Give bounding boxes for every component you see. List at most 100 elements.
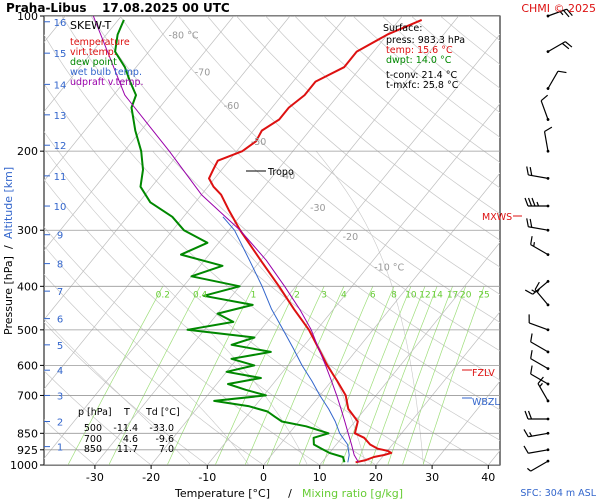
mixing-ratio-label: 12 bbox=[419, 290, 430, 300]
wind-barb-tick bbox=[534, 281, 540, 290]
wind-barb-staff bbox=[530, 341, 549, 353]
altitude-label: 16 bbox=[54, 18, 67, 29]
legend-item-0: temperature bbox=[70, 37, 130, 48]
x-axis-label-mixing: Mixing ratio [g/kg] bbox=[302, 487, 403, 500]
dry-adiabat bbox=[61, 16, 500, 411]
x-tick-label: 10 bbox=[313, 471, 327, 484]
wind-barb-half bbox=[531, 289, 536, 293]
wind-barb bbox=[530, 236, 550, 257]
wind-barb-base bbox=[546, 87, 550, 90]
moist-adiabat bbox=[44, 245, 250, 465]
wind-barb-tick bbox=[561, 42, 570, 50]
x-axis-title: Temperature [°C] / Mixing ratio [g/kg] bbox=[174, 487, 403, 500]
surface-dwpt: dwpt: 14.0 °C bbox=[386, 55, 452, 66]
moist-adiabat bbox=[315, 151, 424, 465]
wind-barb-base bbox=[546, 253, 550, 257]
table-row-2-td: 7.0 bbox=[159, 444, 174, 455]
mixing-ratio-line bbox=[67, 286, 164, 465]
isotherm bbox=[44, 16, 347, 390]
legend-item-1: virt.temp. bbox=[70, 47, 117, 58]
mixing-ratio-label: 4 bbox=[341, 290, 347, 300]
wind-barb-base bbox=[546, 367, 550, 371]
surface-info: Surface: press: 983.3 hPa temp: 15.6 °C … bbox=[383, 23, 465, 91]
x-tick-label: -20 bbox=[142, 471, 160, 484]
wind-barb-half bbox=[539, 382, 543, 387]
wind-barb-tick bbox=[537, 376, 544, 384]
surface-title: Surface: bbox=[383, 23, 422, 34]
y-tick-label: 1000 bbox=[10, 459, 38, 472]
wind-barb-base bbox=[546, 328, 550, 332]
wind-barb-tick bbox=[544, 126, 553, 133]
altitude-label: 7 bbox=[57, 287, 63, 298]
mixing-ratio-label: 10 bbox=[405, 290, 417, 300]
isotherm-label: -60 bbox=[224, 101, 240, 112]
series-wet-bulb-temp bbox=[222, 216, 350, 463]
dry-adiabat bbox=[44, 83, 490, 465]
wind-barb-base bbox=[546, 50, 550, 53]
dry-adiabat bbox=[119, 16, 500, 352]
wind-barb-tick bbox=[526, 218, 529, 227]
wind-barb bbox=[537, 376, 550, 403]
altitude-label: 12 bbox=[54, 141, 67, 152]
altitude-label: 9 bbox=[57, 231, 63, 242]
wind-barb bbox=[546, 70, 567, 90]
wind-barb-half bbox=[529, 432, 533, 437]
mixing-ratio-line bbox=[402, 286, 467, 465]
series-dew-point bbox=[114, 19, 346, 463]
y-tick-label: 300 bbox=[17, 224, 38, 237]
wind-barb-tick bbox=[526, 166, 529, 176]
mixing-ratio-line bbox=[356, 286, 426, 465]
y-tick-label: 200 bbox=[17, 145, 38, 158]
wind-barb-tick bbox=[531, 197, 536, 207]
altitude-label: 1 bbox=[57, 443, 63, 454]
wind-barb-tick bbox=[528, 314, 530, 323]
wind-barb bbox=[526, 166, 550, 180]
dry-adiabat bbox=[44, 370, 152, 465]
wind-barb-base bbox=[546, 228, 550, 232]
isotherm-label: -20 bbox=[343, 232, 359, 243]
legend-item-2: dew point bbox=[70, 57, 117, 68]
wind-barb-base bbox=[546, 176, 550, 180]
wind-barb-staff bbox=[540, 100, 549, 120]
fzlv-label: FZLV bbox=[472, 368, 495, 379]
x-tick-label: 0 bbox=[260, 471, 267, 484]
y-tick-label: 700 bbox=[17, 389, 38, 402]
wind-barb-tick bbox=[529, 167, 533, 176]
mixing-ratio-line bbox=[108, 286, 201, 465]
wind-barb-staff bbox=[543, 131, 549, 152]
mixing-ratio-label: 3 bbox=[321, 290, 327, 300]
mixing-ratio-label: 0.4 bbox=[193, 290, 208, 300]
wind-barb-tick bbox=[524, 289, 533, 295]
altitude-label: 8 bbox=[57, 260, 63, 271]
isotherm bbox=[44, 16, 403, 460]
mixing-ratio-label: 2 bbox=[294, 290, 300, 300]
dry-adiabat bbox=[44, 321, 208, 465]
wind-barb bbox=[524, 279, 550, 295]
dry-adiabat bbox=[206, 16, 500, 268]
y-tick-label: 600 bbox=[17, 359, 38, 372]
table-row-0-p: 500 bbox=[84, 423, 102, 434]
mixing-ratio-label: 17 bbox=[447, 290, 458, 300]
wind-barb bbox=[526, 218, 550, 232]
y-axis-separator: / bbox=[2, 245, 15, 249]
level-table: p [hPa] T Td [°C] 500 -11.4 -33.0 700 4.… bbox=[78, 407, 180, 455]
mixing-ratio-label: 6 bbox=[370, 290, 376, 300]
station-name: Praha-Libus bbox=[6, 1, 86, 15]
wind-barb-tick bbox=[524, 410, 529, 420]
isotherm-label: -70 bbox=[195, 68, 211, 79]
isotherm bbox=[44, 16, 122, 113]
x-tick-label: -10 bbox=[198, 471, 216, 484]
x-tick-label: 20 bbox=[369, 471, 383, 484]
wind-barb-base bbox=[546, 459, 550, 463]
table-row-0-t: -11.4 bbox=[113, 423, 138, 434]
wind-barb-staff bbox=[547, 70, 559, 89]
mixing-ratio-label: 20 bbox=[460, 290, 472, 300]
x-axis-label: Temperature [°C] bbox=[174, 487, 270, 500]
surface-press: press: 983.3 hPa bbox=[386, 35, 465, 46]
isotherm-label: -50 bbox=[251, 137, 267, 148]
wind-barb-tick bbox=[530, 350, 533, 359]
x-tick-label: 40 bbox=[481, 471, 495, 484]
isotherm bbox=[431, 380, 500, 465]
